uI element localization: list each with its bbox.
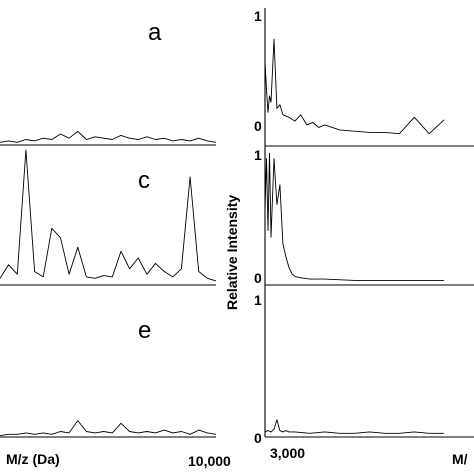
x-tick-label-3000: 3,000 (270, 445, 305, 461)
panel-c-series-line (0, 149, 217, 282)
panel-f-series-line (264, 419, 445, 434)
panel-a-series-line (0, 130, 217, 143)
panel-f-ytick-0: 0 (254, 430, 262, 446)
left-column: a c e M/z (Da) 10,000 (0, 19, 231, 469)
x-tick-label-10000: 10,000 (188, 453, 231, 469)
panel-e: e M/z (Da) 10,000 (0, 317, 231, 469)
x-axis-title-right: M/ (452, 451, 468, 467)
panel-c: c (0, 149, 217, 286)
panel-b-ytick-0: 0 (254, 118, 262, 134)
panel-f-ytick-1: 1 (254, 292, 262, 308)
panel-d-ytick-1: 1 (254, 147, 262, 163)
panel-d: 1 0 (254, 146, 445, 286)
panel-d-ytick-0: 0 (254, 270, 262, 286)
panel-f: 1 0 3,000 M/ (254, 285, 474, 467)
panel-d-series-line (264, 152, 445, 281)
panel-label-c: c (138, 167, 150, 194)
x-axis-title-left: M/z (Da) (6, 451, 60, 467)
panel-a: a (0, 19, 217, 146)
panel-e-series-line (0, 420, 217, 437)
panel-b-ytick-1: 1 (254, 8, 262, 24)
panel-label-a: a (148, 19, 162, 46)
right-column: 1 0 1 0 1 0 3,000 M/ (254, 8, 474, 467)
panel-b: 1 0 (254, 8, 445, 146)
panel-label-e: e (138, 317, 151, 344)
panel-b-series-line (264, 38, 445, 135)
y-axis-title: Relative Intensity (224, 195, 240, 310)
